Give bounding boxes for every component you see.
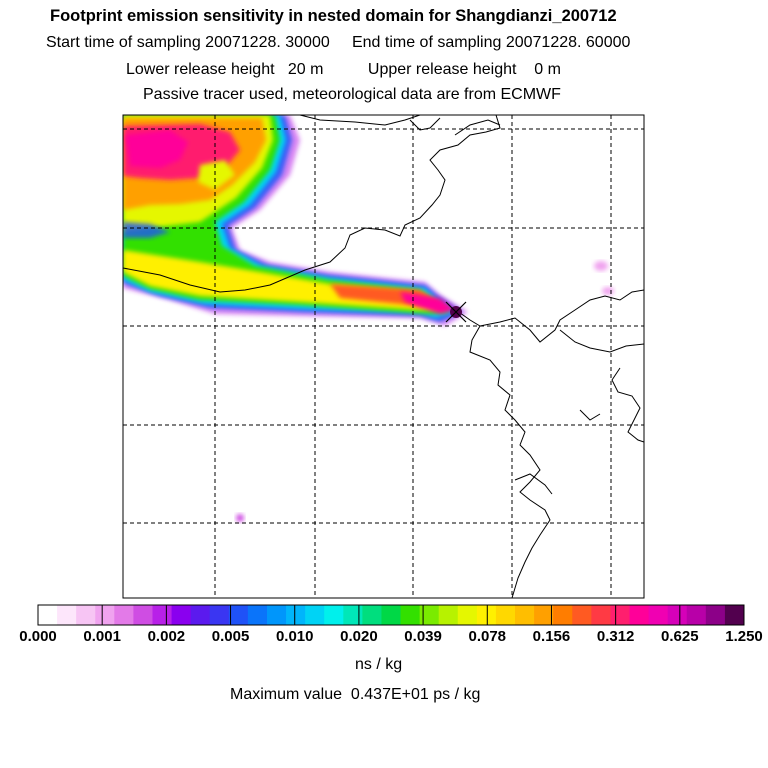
map-frame xyxy=(122,114,645,599)
legend-color-cell xyxy=(190,605,211,625)
legend-color-cell xyxy=(648,605,669,625)
legend-color-cell xyxy=(152,605,173,625)
legend-color-cell xyxy=(572,605,592,625)
legend-tick-label: 0.000 xyxy=(19,628,57,645)
legend-color-cell xyxy=(724,605,745,625)
legend-tick-label: 0.312 xyxy=(596,628,635,645)
legend-color-cell xyxy=(686,605,707,625)
legend-color-cell xyxy=(705,605,726,625)
legend-tick-label: 0.005 xyxy=(211,628,250,645)
legend-tick-label: 0.001 xyxy=(83,628,121,645)
legend-tick-label: 0.010 xyxy=(275,628,314,645)
legend-color-cell xyxy=(57,605,77,625)
legend-color-cell xyxy=(95,605,115,625)
maximum-value-text: Maximum value 0.437E+01 ps / kg xyxy=(230,686,481,703)
legend-tick-label: 0.625 xyxy=(661,628,699,645)
legend-color-cell xyxy=(629,605,650,625)
legend-color-cell xyxy=(38,605,58,625)
legend-color-cell xyxy=(553,605,573,625)
legend-color-cell xyxy=(495,605,516,625)
legend-color-cell xyxy=(362,605,382,625)
receptor-x-marker xyxy=(445,301,467,323)
legend-tick-label: 0.078 xyxy=(468,628,507,645)
legend-color-cell xyxy=(343,605,363,625)
legend-color-cell xyxy=(209,605,230,625)
map-title: Footprint emission sensitivity in nested… xyxy=(50,7,617,25)
legend-units: ns / kg xyxy=(355,656,403,673)
legend-color-cell xyxy=(381,605,402,625)
legend-color-cell xyxy=(457,605,478,625)
gridlines xyxy=(123,115,644,598)
legend-color-cell xyxy=(667,605,688,625)
legend-tick-label: 0.039 xyxy=(404,628,442,645)
legend-color-cell xyxy=(305,605,325,625)
sensitivity-field xyxy=(123,115,614,522)
legend-color-cell xyxy=(400,605,421,625)
legend-color-cell xyxy=(228,605,249,625)
release-height-line: Lower release height 20 m Upper release … xyxy=(126,61,561,78)
legend-color-cell xyxy=(476,605,497,625)
legend-tick-label: 0.002 xyxy=(147,628,186,645)
legend-color-cell xyxy=(114,605,134,625)
legend-tick-label: 1.250 xyxy=(725,628,763,645)
legend-color-cell xyxy=(438,605,459,625)
legend-color-bar xyxy=(37,604,745,626)
legend-color-cell xyxy=(610,605,631,625)
legend-color-cell xyxy=(76,605,96,625)
legend-color-cell xyxy=(515,605,535,625)
legend-color-cell xyxy=(419,605,440,625)
legend-color-cell xyxy=(324,605,344,625)
legend-color-cell xyxy=(171,605,192,625)
legend-color-cell xyxy=(247,605,268,625)
legend-color-cell xyxy=(591,605,611,625)
legend-color-cell xyxy=(534,605,554,625)
tracer-info-line: Passive tracer used, meteorological data… xyxy=(143,86,561,103)
legend-tick-label: 0.156 xyxy=(532,628,571,645)
legend-tick-label: 0.020 xyxy=(340,628,378,645)
legend-color-cell xyxy=(266,605,287,625)
legend-color-cell xyxy=(286,605,306,625)
legend-color-cell xyxy=(133,605,153,625)
sampling-time-line: Start time of sampling 20071228. 30000 E… xyxy=(46,34,631,51)
